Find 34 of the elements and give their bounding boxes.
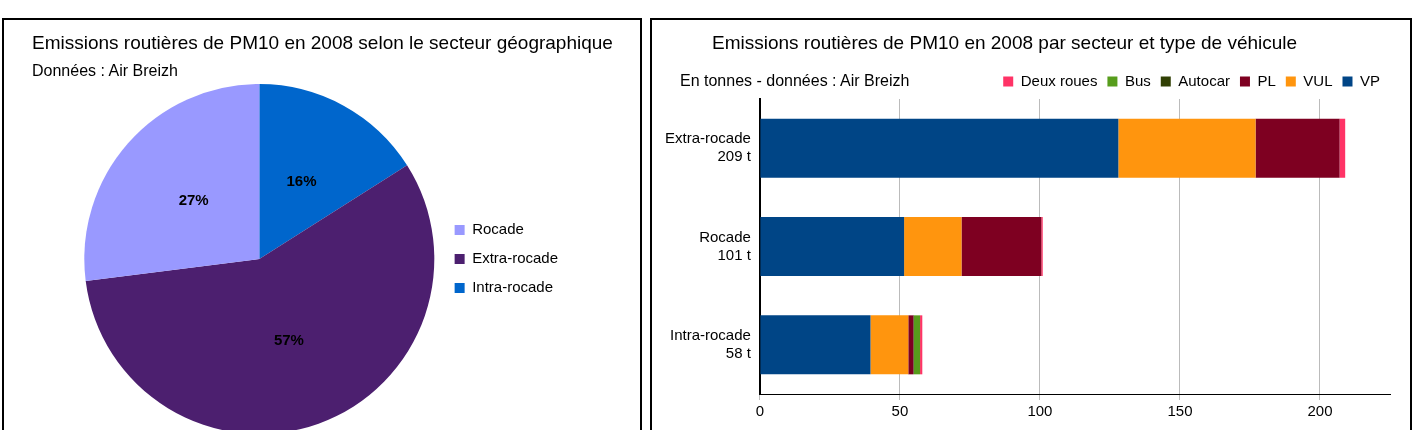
data-label: 27% — [178, 191, 209, 209]
x-tick-label: 50 — [891, 402, 909, 420]
legend-label: VP — [1359, 71, 1381, 89]
bar — [870, 315, 909, 375]
bar — [1255, 118, 1340, 178]
chart-title: Emissions routières de PM10 en 2008 selon le secteur géographique — [32, 32, 613, 54]
y-tick-label: Extra-rocade 209 t — [664, 129, 752, 165]
bar — [760, 118, 1119, 178]
bar — [760, 315, 871, 375]
legend-label: Rocade — [472, 220, 524, 238]
legend-label: PL — [1257, 71, 1276, 89]
x-tick-label: 100 — [1027, 402, 1053, 420]
legend-label: Extra-rocade — [472, 249, 559, 267]
bar — [908, 315, 914, 375]
bar — [961, 217, 1042, 276]
legend-label: Deux roues — [1020, 71, 1098, 89]
bar — [1118, 118, 1256, 178]
bar — [760, 217, 905, 276]
legend-label: Autocar — [1178, 71, 1230, 89]
y-tick-label: Intra-rocade 58 t — [669, 325, 752, 361]
x-tick-label: 200 — [1307, 402, 1333, 420]
bar — [913, 315, 921, 375]
y-tick-label: Rocade 101 t — [699, 227, 752, 263]
chart-subtitle: Données : Air Breizh — [32, 62, 178, 80]
chart-title: Emissions routières de PM10 en 2008 par secteur et type de véhicule — [712, 32, 1298, 54]
chart-subtitle: En tonnes - données : Air Breizh — [680, 72, 910, 90]
x-tick-label: 0 — [755, 402, 765, 420]
legend-label: VUL — [1303, 71, 1333, 89]
data-label: 16% — [286, 172, 317, 190]
data-label: 57% — [273, 331, 304, 349]
bar — [904, 217, 962, 276]
x-tick-label: 150 — [1167, 402, 1193, 420]
legend-label: Intra-rocade — [472, 278, 554, 296]
legend-label: Bus — [1124, 71, 1151, 89]
